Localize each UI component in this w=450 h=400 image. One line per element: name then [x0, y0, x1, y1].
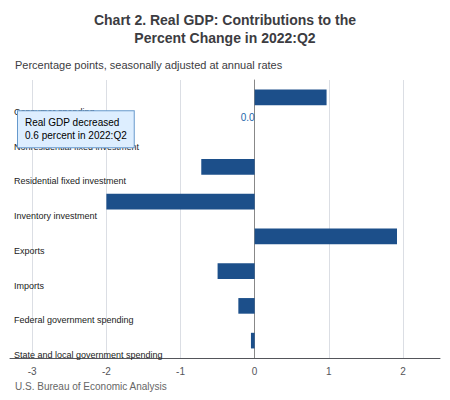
svg-text:0.6 percent in 2022:Q2: 0.6 percent in 2022:Q2: [25, 130, 127, 141]
svg-text:0.0: 0.0: [241, 112, 255, 123]
svg-text:0: 0: [252, 366, 258, 377]
svg-text:Real GDP decreased: Real GDP decreased: [25, 117, 119, 128]
svg-text:1: 1: [326, 366, 332, 377]
svg-text:Inventory investment: Inventory investment: [14, 211, 98, 221]
svg-text:-3: -3: [28, 366, 37, 377]
svg-text:-1: -1: [176, 366, 185, 377]
svg-text:Chart 2. Real GDP: Contributio: Chart 2. Real GDP: Contributions to the: [94, 12, 356, 28]
svg-text:Federal government spending: Federal government spending: [14, 315, 134, 325]
svg-text:State and local government spe: State and local government spending: [14, 350, 163, 360]
svg-text:Percentage points, seasonally: Percentage points, seasonally adjusted a…: [15, 59, 283, 71]
svg-text:2: 2: [400, 366, 406, 377]
svg-text:Exports: Exports: [14, 246, 45, 256]
svg-text:Imports: Imports: [14, 281, 45, 291]
svg-text:Percent Change in 2022:Q2: Percent Change in 2022:Q2: [134, 30, 316, 46]
svg-text:Residential fixed investment: Residential fixed investment: [14, 176, 127, 186]
svg-text:U.S. Bureau of Economic Analys: U.S. Bureau of Economic Analysis: [15, 381, 167, 392]
svg-text:-2: -2: [102, 366, 111, 377]
